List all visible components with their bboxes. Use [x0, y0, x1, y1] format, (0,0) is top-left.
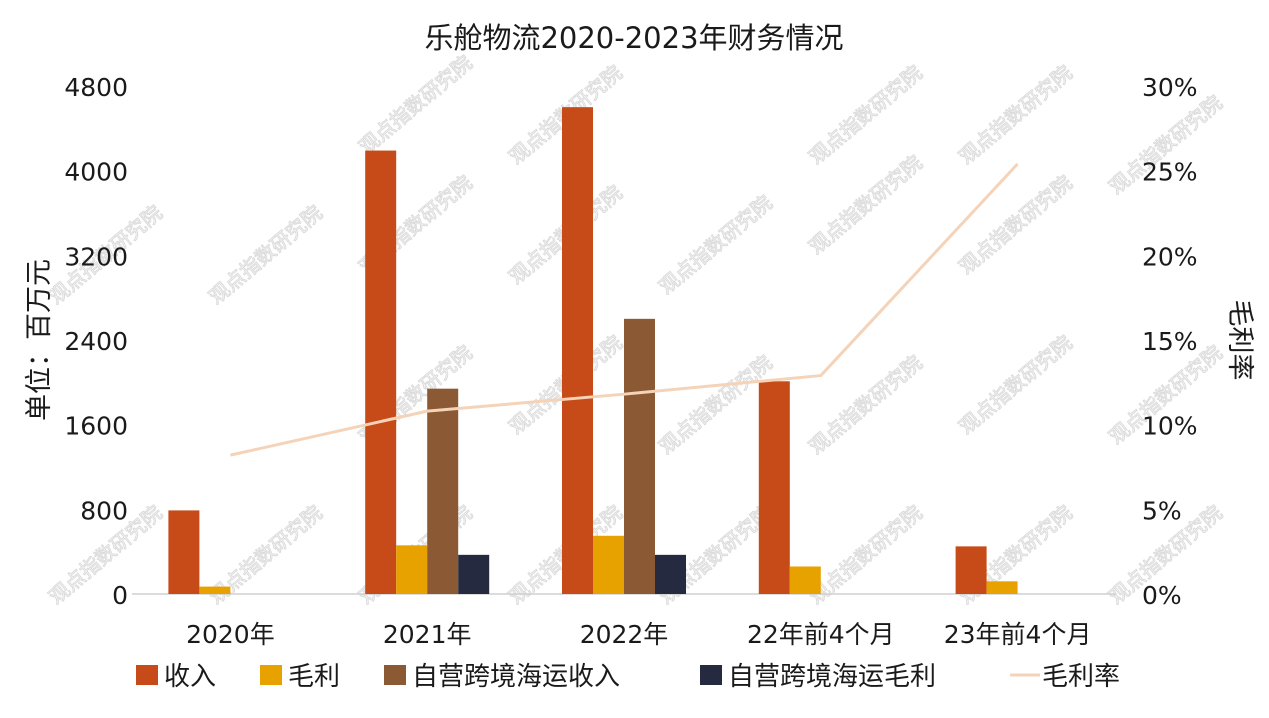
bar: [655, 555, 686, 594]
y-tick-label: 2400: [64, 327, 128, 356]
bar: [168, 510, 199, 594]
y2-tick-label: 15%: [1142, 327, 1198, 356]
x-tick-label: 2021年: [383, 620, 472, 649]
x-tick-label: 22年前4个月: [747, 620, 895, 649]
y-tick-label: 4000: [64, 158, 128, 187]
watermark-text: 观点指数研究院: [354, 50, 477, 158]
watermark-text: 观点指数研究院: [654, 350, 777, 458]
bar: [396, 545, 427, 594]
bar: [593, 536, 624, 594]
x-tick-label: 2022年: [580, 620, 669, 649]
legend-swatch: [260, 665, 282, 685]
y2-tick-label: 25%: [1142, 158, 1198, 187]
y2-tick-label: 30%: [1142, 73, 1198, 102]
y-tick-label: 800: [80, 496, 128, 525]
bar: [790, 566, 821, 594]
x-axis-ticks: 2020年 2021年 2022年 22年前4个月 23年前4个月: [186, 620, 1091, 649]
y-tick-label: 4800: [64, 73, 128, 102]
y2-tick-label: 0%: [1142, 581, 1182, 610]
legend-swatch: [136, 665, 158, 685]
watermark-text: 观点指数研究院: [954, 60, 1077, 168]
legend-label: 毛利: [288, 662, 340, 692]
y-tick-label: 3200: [64, 242, 128, 271]
y-tick-label: 0: [112, 581, 128, 610]
watermark-text: 观点指数研究院: [804, 150, 927, 258]
legend-label: 收入: [164, 662, 216, 692]
bar: [987, 581, 1018, 594]
y-tick-label: 1600: [64, 412, 128, 441]
legend: 收入 毛利 自营跨境海运收入 自营跨境海运毛利 毛利率: [136, 662, 1120, 692]
legend-label: 自营跨境海运毛利: [728, 662, 936, 692]
bar: [458, 555, 489, 594]
y2-tick-label: 5%: [1142, 496, 1182, 525]
legend-swatch: [384, 665, 406, 685]
x-tick-label: 2020年: [186, 620, 275, 649]
watermark-text: 观点指数研究院: [804, 500, 927, 608]
legend-swatch: [700, 665, 722, 685]
legend-label: 自营跨境海运收入: [412, 662, 620, 692]
y-axis-label: 单位：百万元: [24, 259, 55, 421]
bar: [199, 587, 230, 594]
y2-tick-label: 10%: [1142, 412, 1198, 441]
watermark-text: 观点指数研究院: [204, 200, 327, 308]
bar: [956, 546, 987, 594]
bar: [562, 107, 593, 594]
watermark-text: 观点指数研究院: [804, 350, 927, 458]
bar: [365, 151, 396, 594]
watermark-text: 观点指数研究院: [954, 170, 1077, 278]
y2-tick-label: 20%: [1142, 242, 1198, 271]
chart-title: 乐舱物流2020-2023年财务情况: [424, 21, 843, 55]
bar: [759, 381, 790, 594]
watermark-text: 观点指数研究院: [954, 330, 1077, 438]
y2-axis-label: 毛利率: [1224, 300, 1255, 381]
legend-label: 毛利率: [1042, 662, 1120, 692]
bar: [427, 389, 458, 594]
watermark-text: 观点指数研究院: [654, 190, 777, 298]
x-tick-label: 23年前4个月: [944, 620, 1092, 649]
bar: [624, 319, 655, 594]
